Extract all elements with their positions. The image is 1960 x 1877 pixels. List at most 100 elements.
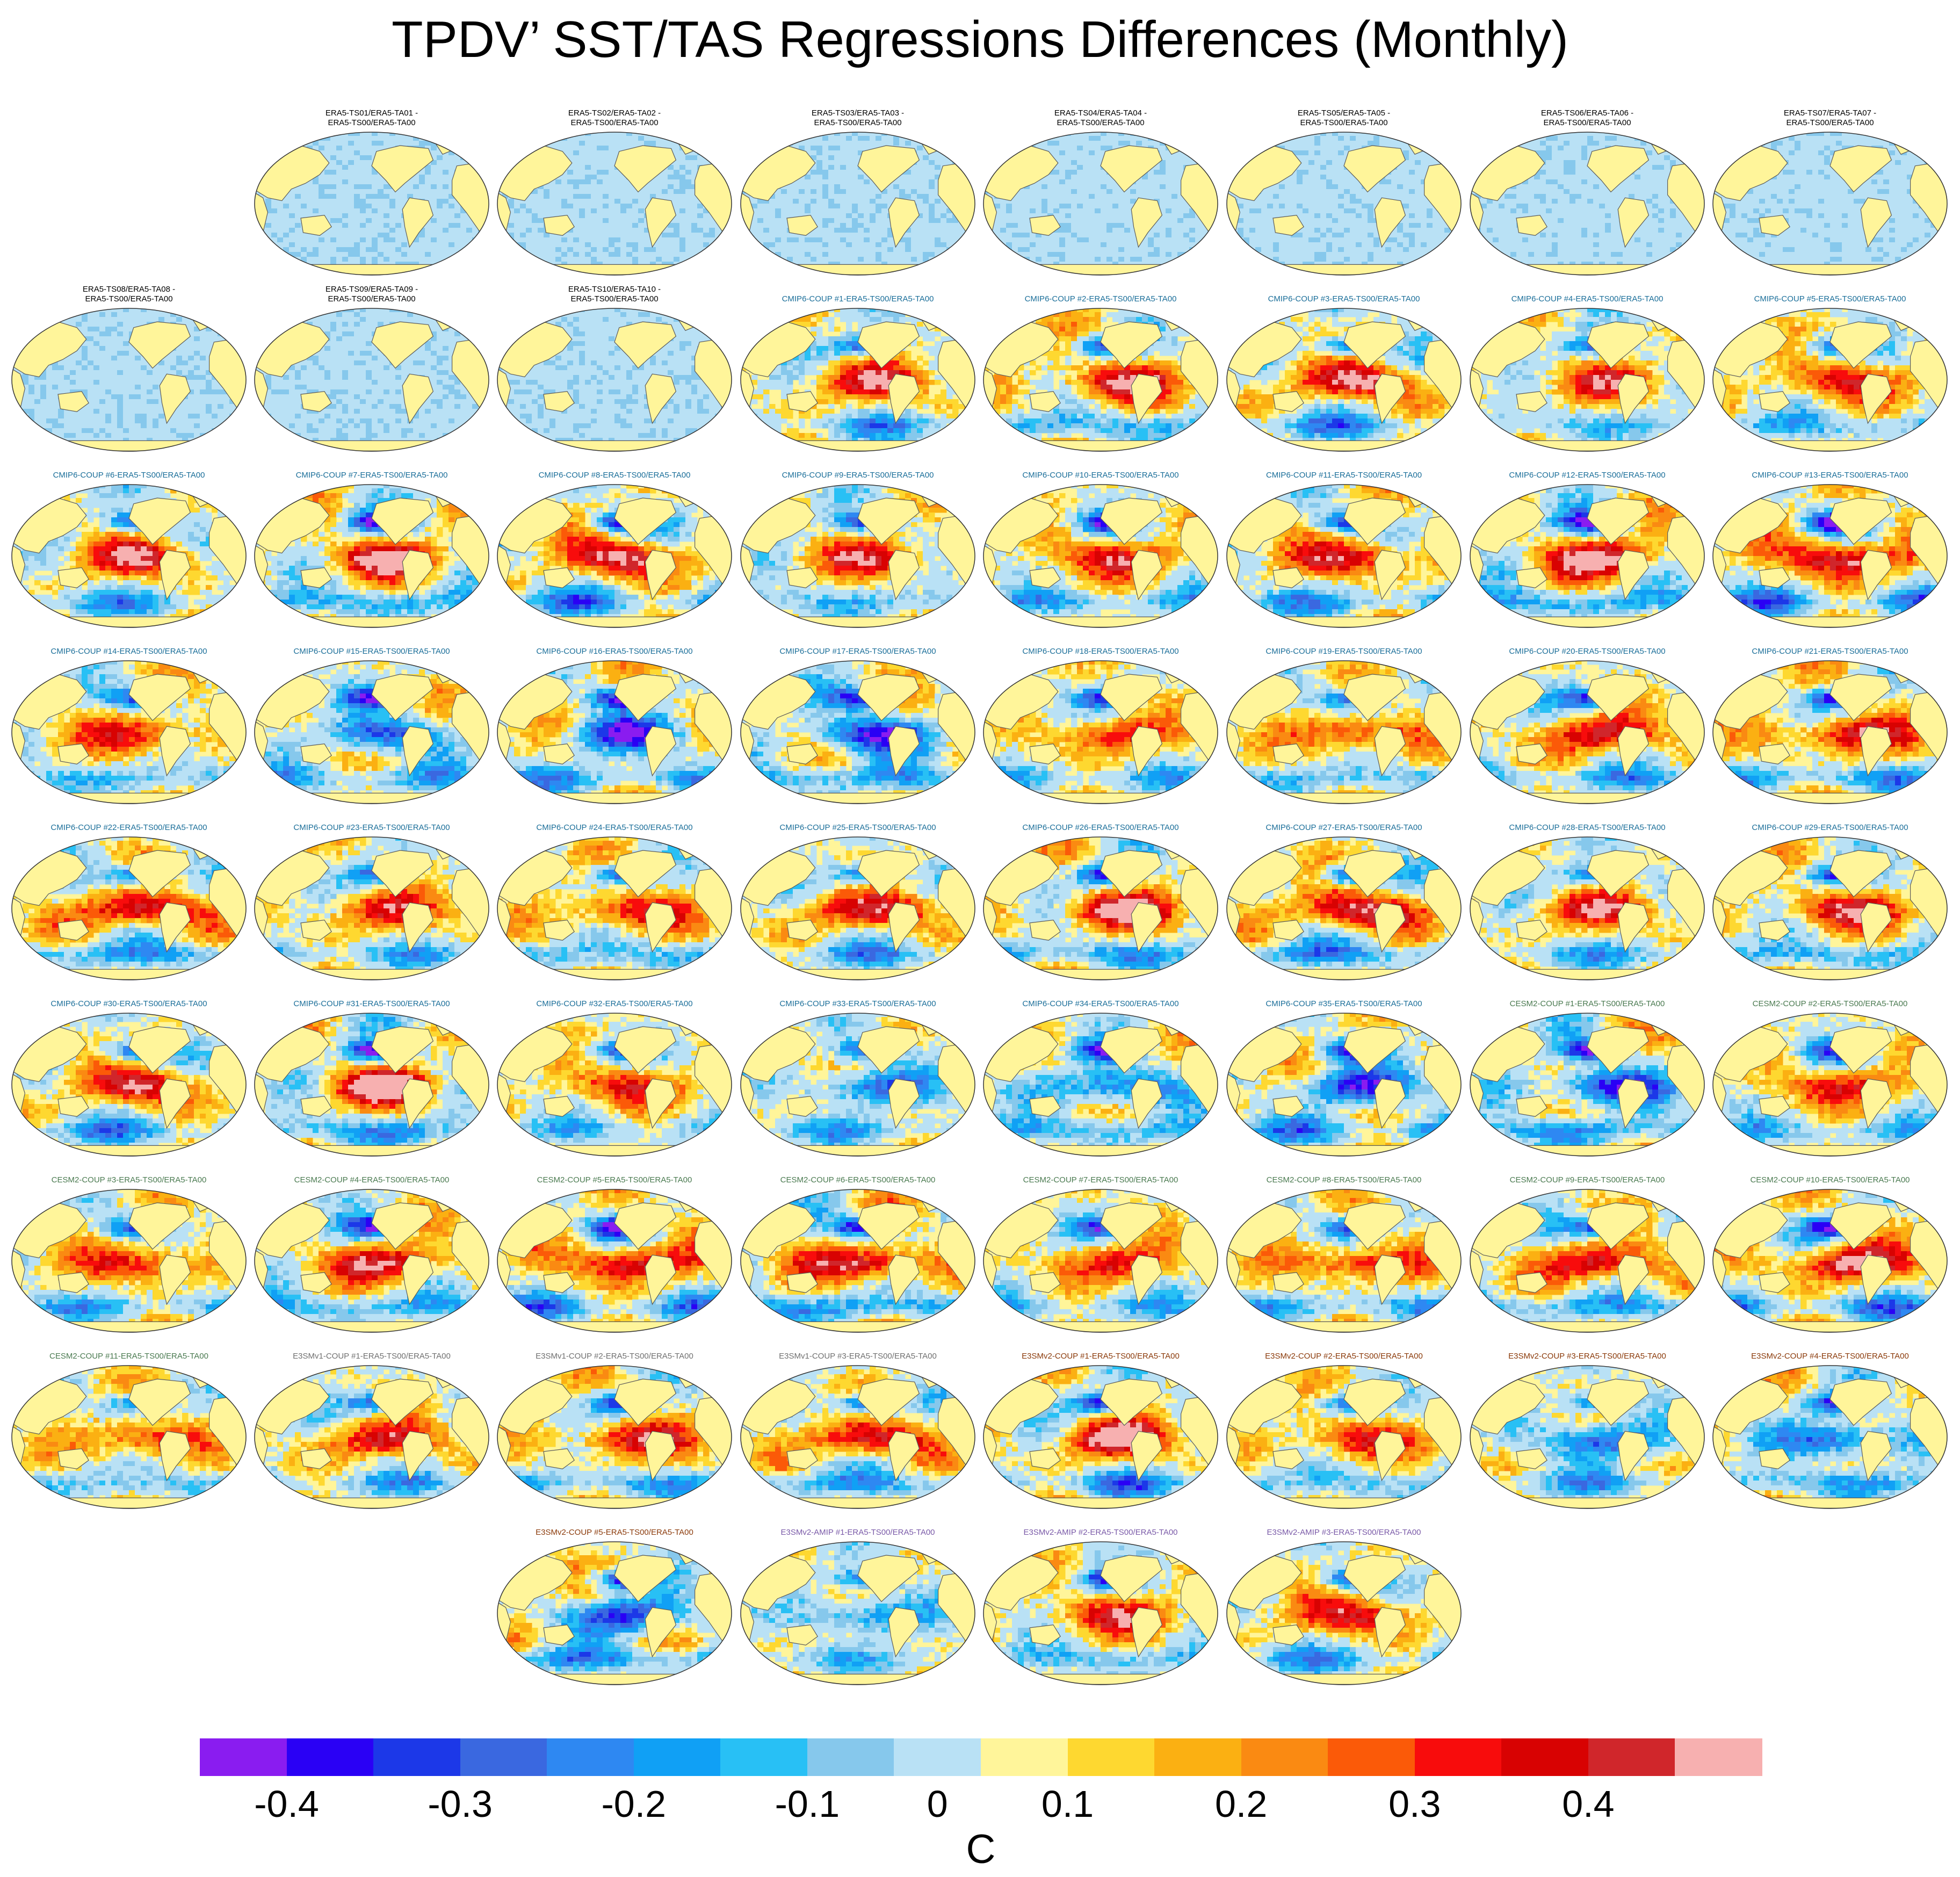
map-ellipse [496, 307, 733, 452]
land-mass [520, 617, 709, 627]
map-panel: CMIP6-COUP #25-ERA5-TS00/ERA5-TA00 [736, 813, 979, 984]
map-panel: CESM2-COUP #6-ERA5-TS00/ERA5-TA00 [736, 1166, 979, 1337]
map-ellipse [254, 307, 490, 452]
panel-title: ERA5-TS04/ERA5-TA04 - ERA5-TS00/ERA5-TA0… [979, 109, 1222, 128]
land-mass [277, 617, 466, 627]
colorbar-box [1415, 1738, 1502, 1776]
panel-title: E3SMv2-COUP #3-ERA5-TS00/ERA5-TA00 [1466, 1352, 1709, 1361]
panel-title: CESM2-COUP #8-ERA5-TS00/ERA5-TA00 [1223, 1175, 1465, 1185]
map-panel: CMIP6-COUP #5-ERA5-TS00/ERA5-TA00 [1709, 285, 1951, 456]
land-mass [1735, 1322, 1925, 1332]
panel-title: E3SMv1-COUP #2-ERA5-TS00/ERA5-TA00 [493, 1352, 736, 1361]
land-mass [1249, 1498, 1438, 1508]
map-ellipse [11, 1188, 247, 1333]
panel-title: CMIP6-COUP #8-ERA5-TS00/ERA5-TA00 [493, 471, 736, 480]
panel-title: E3SMv1-COUP #3-ERA5-TS00/ERA5-TA00 [736, 1352, 979, 1361]
map-ellipse [1712, 307, 1948, 452]
map-ellipse [496, 483, 733, 629]
map-ellipse [1712, 1012, 1948, 1157]
map-ellipse [740, 1365, 976, 1510]
land-mass [1006, 617, 1195, 627]
map-panel: CMIP6-COUP #24-ERA5-TS00/ERA5-TA00 [493, 813, 736, 984]
map-ellipse [1712, 660, 1948, 805]
map-panel: CMIP6-COUP #35-ERA5-TS00/ERA5-TA00 [1223, 990, 1465, 1160]
panel-title: ERA5-TS09/ERA5-TA09 - ERA5-TS00/ERA5-TA0… [250, 285, 493, 304]
map-panel: ERA5-TS02/ERA5-TA02 - ERA5-TS00/ERA5-TA0… [493, 109, 736, 279]
map-ellipse [740, 836, 976, 981]
panel-title: CESM2-COUP #10-ERA5-TS00/ERA5-TA00 [1709, 1175, 1951, 1185]
map-panel: CMIP6-COUP #29-ERA5-TS00/ERA5-TA00 [1709, 813, 1951, 984]
land-mass [277, 264, 466, 275]
land-mass [1249, 264, 1438, 275]
map-panel: ERA5-TS06/ERA5-TA06 - ERA5-TS00/ERA5-TA0… [1466, 109, 1709, 279]
colorbar-tick-label: 0.2 [1188, 1782, 1295, 1825]
map-panel: CESM2-COUP #4-ERA5-TS00/ERA5-TA00 [250, 1166, 493, 1337]
panel-title: CMIP6-COUP #32-ERA5-TS00/ERA5-TA00 [493, 999, 736, 1009]
colorbar-tick-label: 0 [884, 1782, 991, 1825]
colorbar-box [1588, 1738, 1675, 1776]
land-mass [1249, 441, 1438, 451]
land-mass [1493, 1145, 1682, 1156]
colorbar-box [1675, 1738, 1762, 1776]
panel-title: E3SMv2-AMIP #3-ERA5-TS00/ERA5-TA00 [1223, 1528, 1465, 1537]
map-panel: CMIP6-COUP #7-ERA5-TS00/ERA5-TA00 [250, 461, 493, 632]
map-panel: CMIP6-COUP #32-ERA5-TS00/ERA5-TA00 [493, 990, 736, 1160]
land-mass [277, 969, 466, 979]
panel-title: CMIP6-COUP #20-ERA5-TS00/ERA5-TA00 [1466, 647, 1709, 656]
map-panel: CESM2-COUP #2-ERA5-TS00/ERA5-TA00 [1709, 990, 1951, 1160]
map-ellipse [740, 660, 976, 805]
land-mass [1735, 441, 1925, 451]
map-panel: ERA5-TS04/ERA5-TA04 - ERA5-TS00/ERA5-TA0… [979, 109, 1222, 279]
map-ellipse [254, 836, 490, 981]
panel-title: ERA5-TS06/ERA5-TA06 - ERA5-TS00/ERA5-TA0… [1466, 109, 1709, 128]
land-mass [1249, 1145, 1438, 1156]
colorbar-box [894, 1738, 981, 1776]
land-mass [1493, 264, 1682, 275]
map-panel: CMIP6-COUP #11-ERA5-TS00/ERA5-TA00 [1223, 461, 1465, 632]
map-panel: CESM2-COUP #10-ERA5-TS00/ERA5-TA00 [1709, 1166, 1951, 1337]
land-mass [763, 617, 952, 627]
map-ellipse [982, 131, 1219, 276]
map-ellipse [982, 1541, 1219, 1686]
map-panel: CESM2-COUP #3-ERA5-TS00/ERA5-TA00 [8, 1166, 250, 1337]
panel-title: CMIP6-COUP #30-ERA5-TS00/ERA5-TA00 [8, 999, 250, 1009]
map-panel: E3SMv2-AMIP #2-ERA5-TS00/ERA5-TA00 [979, 1518, 1222, 1689]
colorbar-tick-label: 0.4 [1535, 1782, 1642, 1825]
land-mass [520, 264, 709, 275]
panel-title: ERA5-TS07/ERA5-TA07 - ERA5-TS00/ERA5-TA0… [1709, 109, 1951, 128]
land-mass [520, 1674, 709, 1684]
colorbar-box [1241, 1738, 1328, 1776]
land-mass [1006, 793, 1195, 803]
map-panel: CMIP6-COUP #8-ERA5-TS00/ERA5-TA00 [493, 461, 736, 632]
colorbar-tick-label: 0.1 [1014, 1782, 1122, 1825]
colorbar-tick-label: -0.2 [580, 1782, 688, 1825]
panel-title: CMIP6-COUP #6-ERA5-TS00/ERA5-TA00 [8, 471, 250, 480]
land-mass [520, 441, 709, 451]
land-mass [34, 969, 223, 979]
panel-title: E3SMv2-COUP #2-ERA5-TS00/ERA5-TA00 [1223, 1352, 1465, 1361]
land-mass [763, 441, 952, 451]
map-panel: CMIP6-COUP #3-ERA5-TS00/ERA5-TA00 [1223, 285, 1465, 456]
land-mass [277, 1322, 466, 1332]
map-panel: CMIP6-COUP #16-ERA5-TS00/ERA5-TA00 [493, 637, 736, 808]
map-ellipse [740, 131, 976, 276]
map-ellipse [11, 1012, 247, 1157]
panel-title: ERA5-TS10/ERA5-TA10 - ERA5-TS00/ERA5-TA0… [493, 285, 736, 304]
map-panel: CMIP6-COUP #22-ERA5-TS00/ERA5-TA00 [8, 813, 250, 984]
land-mass [520, 1498, 709, 1508]
map-panel: CMIP6-COUP #13-ERA5-TS00/ERA5-TA00 [1709, 461, 1951, 632]
panel-title: CMIP6-COUP #28-ERA5-TS00/ERA5-TA00 [1466, 823, 1709, 833]
map-panel: CESM2-COUP #11-ERA5-TS00/ERA5-TA00 [8, 1342, 250, 1513]
land-mass [1493, 969, 1682, 979]
map-ellipse [740, 483, 976, 629]
panel-title: CMIP6-COUP #17-ERA5-TS00/ERA5-TA00 [736, 647, 979, 656]
map-ellipse [254, 483, 490, 629]
map-ellipse [982, 660, 1219, 805]
map-ellipse [1469, 1365, 1705, 1510]
colorbar-box [1154, 1738, 1241, 1776]
colorbar-tick-label: -0.1 [754, 1782, 861, 1825]
map-ellipse [254, 1365, 490, 1510]
map-panel: E3SMv2-COUP #4-ERA5-TS00/ERA5-TA00 [1709, 1342, 1951, 1513]
map-ellipse [982, 483, 1219, 629]
land-mass [1006, 1322, 1195, 1332]
